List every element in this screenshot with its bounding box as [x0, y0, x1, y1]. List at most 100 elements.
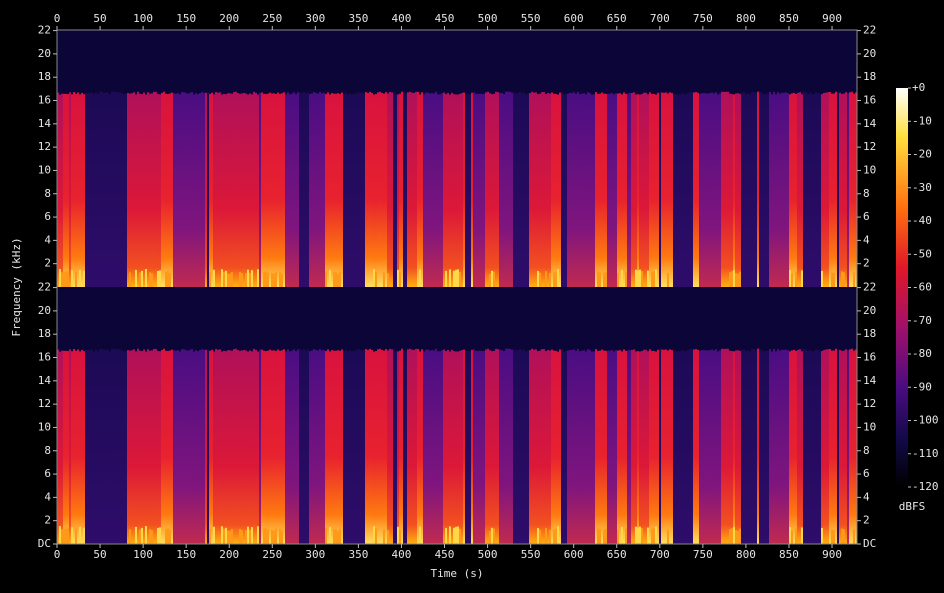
spectrogram-column — [637, 94, 639, 287]
spectrogram-column — [117, 349, 119, 544]
spectrogram-column — [583, 350, 585, 544]
spectrogram-column — [463, 349, 465, 544]
spectrogram-column — [119, 92, 121, 288]
spectrogram-band — [65, 271, 67, 287]
spectrogram-column — [713, 350, 715, 544]
spectrogram-column — [557, 351, 559, 544]
spectrogram-band — [65, 528, 67, 544]
spectrogram-column — [553, 93, 555, 287]
spectrogram-column — [551, 92, 553, 288]
spectrogram-column — [511, 92, 513, 287]
spectrogram-band — [249, 529, 251, 544]
spectrogram-column — [599, 93, 601, 287]
spectrogram-band — [151, 530, 153, 544]
spectrogram-column — [341, 349, 343, 544]
spectrogram-band — [549, 272, 551, 287]
y-tick-label: 22 — [863, 24, 876, 37]
spectrogram-column — [643, 349, 645, 544]
spectrogram-column — [503, 94, 505, 288]
spectrogram-band — [265, 528, 267, 544]
spectrogram-column — [789, 351, 791, 544]
spectrogram-column — [337, 93, 339, 287]
spectrogram-column — [845, 349, 847, 544]
spectrogram-band — [281, 273, 283, 287]
spectrogram-column — [813, 351, 815, 544]
y-tick-label: 16 — [38, 351, 51, 364]
spectrogram-band — [251, 270, 253, 287]
spectrogram-band — [139, 529, 141, 544]
spectrogram-band — [841, 271, 843, 287]
spectrogram-column — [403, 93, 405, 287]
spectrogram-band — [271, 273, 273, 287]
spectrogram-band — [791, 273, 793, 287]
spectrogram-band — [325, 528, 327, 544]
spectrogram-column — [603, 93, 605, 287]
spectrogram-column — [125, 350, 127, 544]
spectrogram-column — [307, 92, 309, 287]
spectrogram-column — [797, 349, 799, 544]
y-tick-label: 22 — [38, 24, 51, 37]
spectrogram-column — [639, 94, 641, 287]
spectrogram-column — [429, 350, 431, 544]
spectrogram-band — [789, 527, 791, 544]
spectrogram-column — [621, 351, 623, 544]
spectrogram-column — [837, 92, 839, 288]
y-tick-label: 16 — [38, 94, 51, 107]
spectrogram-column — [193, 351, 195, 544]
spectrogram-column — [249, 93, 251, 287]
spectrogram-column — [397, 94, 399, 287]
spectrogram-column — [803, 91, 805, 288]
y-tick-label: 20 — [863, 304, 876, 317]
spectrogram-column — [261, 92, 263, 287]
spectrogram-band — [647, 270, 649, 287]
spectrogram-column — [633, 92, 635, 287]
spectrogram-column — [153, 348, 155, 544]
spectrogram-column — [273, 350, 275, 544]
x-tick-label: 150 — [176, 12, 196, 25]
spectrogram-column — [243, 92, 245, 287]
spectrogram-column — [693, 92, 695, 287]
spectrogram-column — [191, 92, 193, 287]
spectrogram-band — [223, 528, 225, 544]
spectrogram-column — [651, 93, 653, 287]
spectrogram-column — [507, 91, 509, 287]
spectrogram-column — [517, 349, 519, 544]
spectrogram-column — [721, 91, 723, 287]
spectrogram-column — [177, 93, 179, 287]
spectrogram-column — [503, 351, 505, 544]
spectrogram-band — [831, 272, 833, 287]
spectrogram-band — [457, 269, 459, 287]
spectrogram-band — [279, 271, 281, 287]
spectrogram-column — [555, 350, 557, 544]
spectrogram-band — [739, 271, 741, 287]
spectrogram-column — [641, 94, 643, 287]
spectrogram-band — [459, 528, 461, 544]
spectrogram-column — [627, 93, 629, 288]
spectrogram-column — [847, 350, 849, 544]
spectrogram-column — [645, 92, 647, 287]
spectrogram-band — [733, 527, 735, 544]
spectrogram-column — [559, 349, 561, 544]
spectrogram-column — [683, 350, 685, 544]
spectrogram-column — [773, 91, 775, 287]
spectrogram-column — [599, 350, 601, 544]
spectrogram-column — [437, 351, 439, 544]
spectrogram-column — [65, 93, 67, 287]
spectrogram-band — [455, 526, 457, 544]
spectrogram-band — [445, 527, 447, 544]
spectrogram-column — [747, 350, 749, 544]
spectrogram-column — [401, 91, 403, 287]
spectrogram-column — [711, 349, 713, 544]
spectrogram-column — [383, 350, 385, 544]
spectrogram-band — [453, 527, 455, 544]
spectrogram-band — [387, 530, 389, 544]
spectrogram-column — [583, 93, 585, 287]
spectrogram-column — [673, 94, 675, 287]
x-tick-label: 500 — [478, 12, 498, 25]
spectrogram-column — [115, 348, 117, 544]
spectrogram-band — [213, 269, 215, 287]
spectrogram-column — [731, 351, 733, 544]
spectrogram-column — [473, 349, 475, 544]
spectrogram-column — [573, 349, 575, 544]
spectrogram-column — [839, 349, 841, 544]
